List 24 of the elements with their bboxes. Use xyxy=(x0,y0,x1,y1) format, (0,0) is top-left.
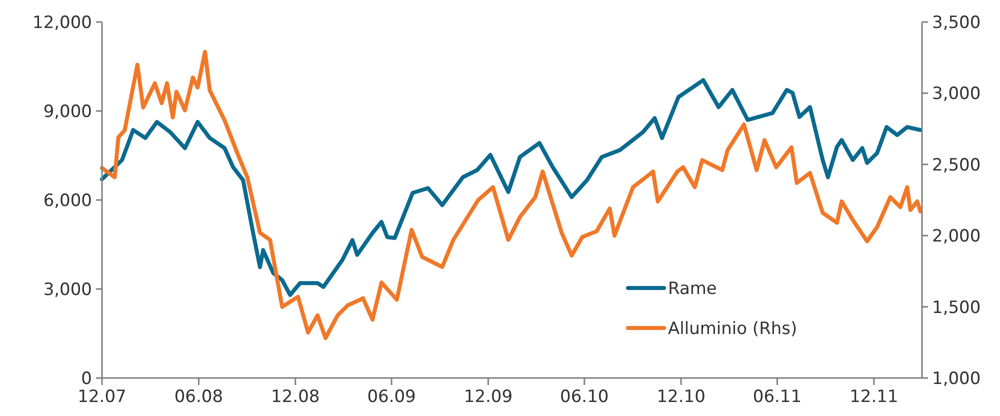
y2-tick-label: 3,500 xyxy=(932,12,981,33)
x-tick-label: 06.10 xyxy=(560,387,609,407)
y2-tick-label: 2,000 xyxy=(932,226,981,247)
y-tick-label: 3,000 xyxy=(43,280,92,300)
y-tick-label: 0 xyxy=(81,368,92,389)
legend-label: Alluminio (Rhs) xyxy=(668,318,798,339)
y2-tick-label: 2,500 xyxy=(932,155,981,176)
x-tick-label: 12.09 xyxy=(464,387,513,407)
x-tick-label: 06.11 xyxy=(752,387,802,407)
x-tick-label: 12.11 xyxy=(850,387,898,407)
x-tick-label: 06.08 xyxy=(174,387,224,407)
legend-label: Rame xyxy=(668,278,717,299)
y2-tick-label: 1,500 xyxy=(932,298,981,318)
y-tick-label: 12,000 xyxy=(32,12,92,33)
y-tick-label: 6,000 xyxy=(43,190,92,211)
y2-tick-label: 1,000 xyxy=(932,368,981,389)
x-tick-label: 12.08 xyxy=(271,387,320,407)
y-tick-label: 9,000 xyxy=(43,102,92,122)
x-tick-label: 12.10 xyxy=(656,387,706,407)
x-tick-label: 06.09 xyxy=(367,387,416,407)
line-series xyxy=(100,50,922,340)
y2-tick-label: 3,000 xyxy=(932,84,981,104)
line-series xyxy=(100,78,922,297)
x-tick-label: 12.07 xyxy=(78,387,126,407)
